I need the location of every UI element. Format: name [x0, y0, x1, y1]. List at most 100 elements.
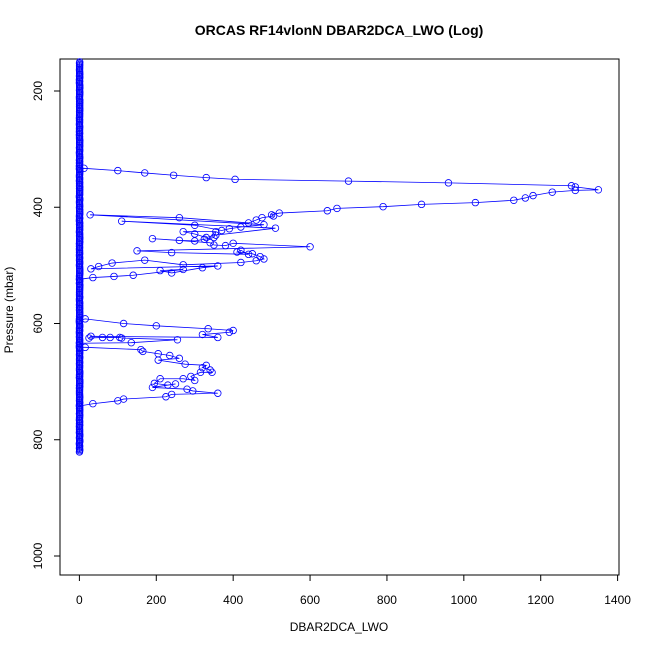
y-tick-label: 800 [31, 429, 45, 449]
data-point [567, 182, 576, 190]
data-point [117, 334, 126, 342]
data-point [237, 223, 245, 231]
data-point [114, 397, 122, 405]
data-point [204, 325, 212, 333]
data-point [87, 332, 95, 340]
x-tick-label: 0 [76, 593, 83, 607]
data-point [169, 171, 178, 179]
series-line [79, 346, 218, 407]
data-point [471, 198, 480, 207]
data-point [214, 389, 222, 397]
data-point [252, 216, 260, 224]
data-point [510, 196, 518, 204]
y-axis-label: Pressure (mbar) [2, 267, 16, 354]
data-point [141, 169, 149, 177]
data-point [267, 211, 276, 219]
y-tick-label: 600 [31, 313, 45, 333]
data-point [162, 393, 170, 401]
data-point [214, 262, 222, 270]
data-point [154, 356, 162, 364]
data-point [200, 235, 209, 243]
x-tick-label: 400 [223, 593, 243, 607]
series-line [79, 167, 599, 280]
data-point [110, 272, 118, 281]
x-tick-label: 1000 [450, 593, 477, 607]
data-point [594, 186, 603, 194]
data-point [244, 219, 253, 227]
data-point [179, 265, 187, 274]
data-point [179, 227, 187, 236]
data-point [571, 183, 580, 191]
series-line [79, 318, 234, 344]
data-point [133, 247, 141, 255]
data-point [181, 360, 189, 368]
data-point [252, 257, 260, 265]
data-point [171, 380, 180, 388]
data-point [306, 243, 314, 251]
data-point [344, 177, 353, 185]
data-point [141, 256, 149, 264]
data-point [275, 209, 283, 217]
data-point [156, 375, 164, 383]
data-point [225, 225, 234, 233]
data-point [139, 347, 147, 356]
data-point [417, 200, 426, 209]
data-point [260, 220, 268, 229]
data-point [89, 400, 97, 408]
data-point [148, 383, 157, 392]
data-point [231, 175, 239, 184]
data-point [119, 319, 128, 328]
data-point [198, 330, 207, 339]
data-point [191, 376, 199, 385]
data-point [164, 381, 172, 389]
data-point [198, 264, 207, 272]
data-point [189, 387, 197, 395]
data-point [137, 345, 145, 354]
plot-area [75, 58, 603, 456]
x-tick-label: 800 [377, 593, 397, 607]
data-point [210, 233, 218, 242]
data-point [148, 234, 157, 243]
data-point [217, 226, 226, 235]
y-tick-label: 400 [31, 197, 45, 217]
data-point [214, 333, 222, 342]
data-point [191, 221, 199, 229]
data-point [260, 255, 268, 263]
data-point [229, 239, 237, 247]
data-point [156, 266, 164, 275]
data-point [127, 338, 135, 347]
data-point [150, 379, 159, 388]
data-point [152, 322, 160, 330]
data-point [571, 186, 580, 195]
data-point [237, 258, 245, 267]
data-point [229, 326, 237, 335]
data-point [198, 363, 207, 372]
x-tick-label: 200 [146, 593, 166, 607]
data-point [187, 372, 195, 381]
data-point [244, 250, 253, 259]
data-point [202, 361, 210, 370]
data-point [175, 214, 184, 222]
data-point [175, 354, 184, 363]
data-point [529, 191, 537, 200]
data-point [323, 207, 332, 215]
data-point [221, 241, 230, 250]
data-point [233, 248, 241, 256]
data-point [119, 395, 128, 403]
data-point [444, 179, 453, 187]
data-point [225, 328, 234, 336]
data-point [114, 166, 122, 175]
data-point [167, 248, 176, 257]
x-axis: 0 200 400 600 800 1000 1200 1400 [76, 574, 631, 607]
data-point [206, 366, 214, 374]
data-point [210, 241, 218, 249]
plot-frame [59, 58, 620, 576]
data-point [75, 448, 84, 456]
data-point [129, 271, 137, 279]
x-tick-label: 600 [300, 593, 320, 607]
data-point [202, 233, 210, 242]
data-point [179, 375, 187, 383]
data-point [202, 173, 210, 182]
data-point [108, 259, 116, 267]
